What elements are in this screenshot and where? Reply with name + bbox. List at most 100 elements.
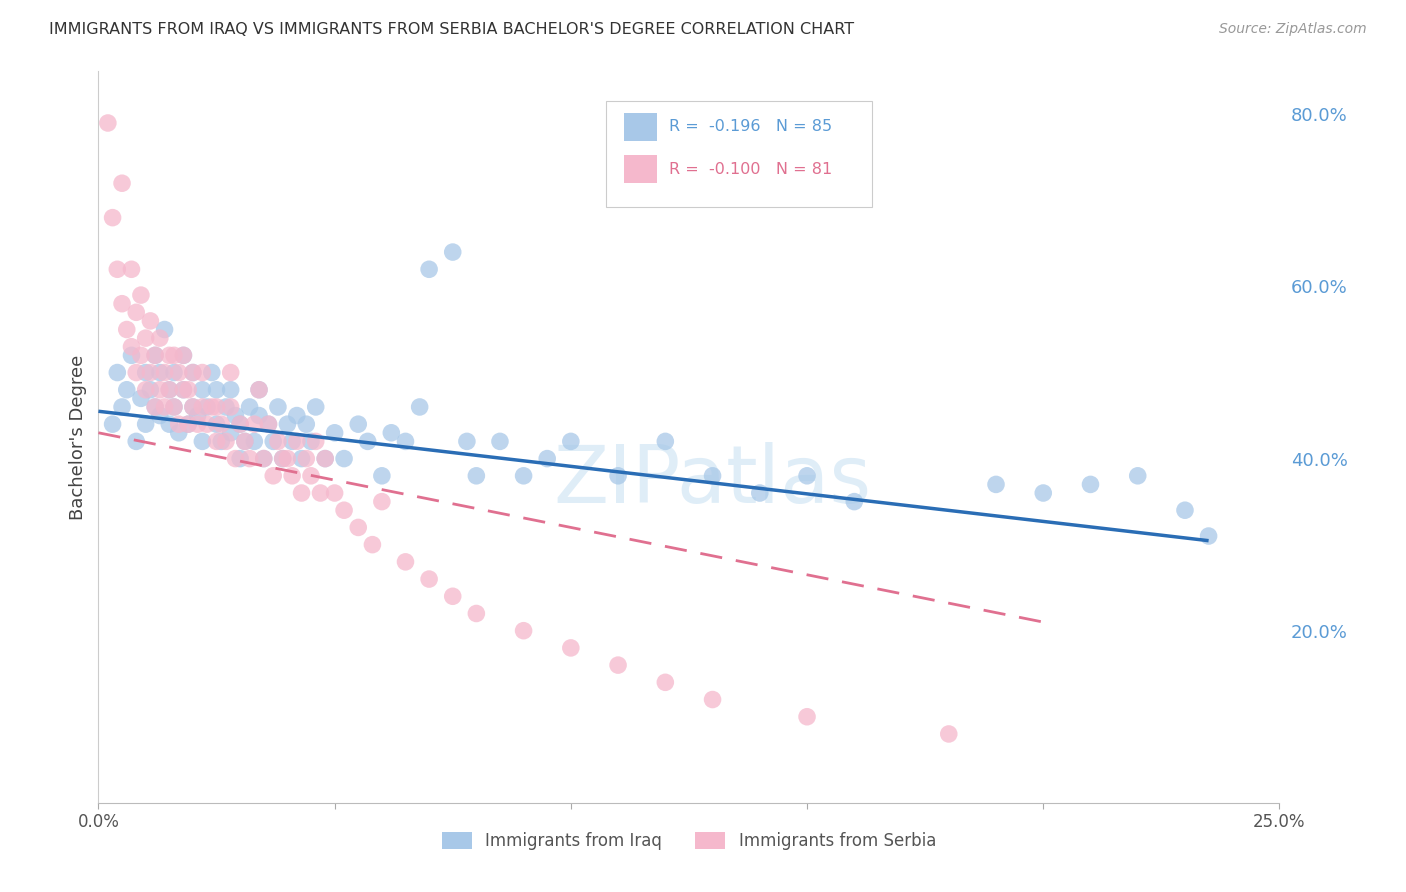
Point bbox=[209, 417, 232, 432]
Point bbox=[167, 417, 190, 432]
Point bbox=[984, 477, 1007, 491]
Point bbox=[149, 409, 172, 423]
Point bbox=[181, 366, 204, 380]
Point bbox=[181, 400, 204, 414]
Point bbox=[115, 322, 138, 336]
Point bbox=[135, 331, 157, 345]
Point bbox=[938, 727, 960, 741]
Point bbox=[149, 383, 172, 397]
Point bbox=[361, 538, 384, 552]
Point bbox=[796, 468, 818, 483]
Point bbox=[172, 383, 194, 397]
Point bbox=[333, 451, 356, 466]
Point bbox=[101, 417, 124, 432]
Point bbox=[247, 409, 270, 423]
Point bbox=[205, 417, 228, 432]
Point bbox=[276, 451, 298, 466]
Point bbox=[512, 468, 534, 483]
Point bbox=[314, 451, 336, 466]
Point bbox=[1198, 529, 1220, 543]
Point bbox=[215, 400, 238, 414]
Point bbox=[512, 624, 534, 638]
Point bbox=[796, 710, 818, 724]
Point bbox=[257, 417, 280, 432]
Point bbox=[299, 434, 322, 449]
Point bbox=[163, 348, 186, 362]
Point bbox=[314, 451, 336, 466]
FancyBboxPatch shape bbox=[624, 113, 657, 141]
Point bbox=[290, 451, 312, 466]
Point bbox=[201, 400, 224, 414]
Point bbox=[172, 348, 194, 362]
Point bbox=[456, 434, 478, 449]
Point bbox=[163, 400, 186, 414]
Point bbox=[177, 383, 200, 397]
Point bbox=[157, 417, 180, 432]
Point bbox=[205, 400, 228, 414]
Point bbox=[121, 262, 143, 277]
Point bbox=[167, 366, 190, 380]
Point bbox=[607, 658, 630, 673]
Point bbox=[105, 366, 128, 380]
Point bbox=[143, 348, 166, 362]
Point bbox=[394, 434, 416, 449]
Point bbox=[177, 417, 200, 432]
Point bbox=[153, 400, 176, 414]
Point bbox=[243, 417, 266, 432]
Point bbox=[441, 245, 464, 260]
Text: IMMIGRANTS FROM IRAQ VS IMMIGRANTS FROM SERBIA BACHELOR'S DEGREE CORRELATION CHA: IMMIGRANTS FROM IRAQ VS IMMIGRANTS FROM … bbox=[49, 22, 855, 37]
Point bbox=[135, 417, 157, 432]
Point bbox=[295, 417, 318, 432]
Point bbox=[654, 675, 676, 690]
Text: R =  -0.100   N = 81: R = -0.100 N = 81 bbox=[669, 161, 832, 177]
Point bbox=[607, 468, 630, 483]
Point bbox=[163, 366, 186, 380]
Point bbox=[101, 211, 124, 225]
Point bbox=[125, 366, 148, 380]
FancyBboxPatch shape bbox=[606, 101, 872, 207]
Point bbox=[139, 383, 162, 397]
Point bbox=[243, 434, 266, 449]
Point bbox=[299, 468, 322, 483]
Point bbox=[157, 383, 180, 397]
Point bbox=[163, 400, 186, 414]
Point bbox=[281, 468, 304, 483]
Point bbox=[139, 366, 162, 380]
Point bbox=[177, 417, 200, 432]
Point bbox=[380, 425, 402, 440]
Text: Source: ZipAtlas.com: Source: ZipAtlas.com bbox=[1219, 22, 1367, 37]
Point bbox=[247, 383, 270, 397]
Point bbox=[219, 383, 242, 397]
Point bbox=[229, 417, 252, 432]
Point bbox=[191, 400, 214, 414]
Point bbox=[229, 451, 252, 466]
Point bbox=[489, 434, 512, 449]
Point bbox=[357, 434, 380, 449]
Point bbox=[105, 262, 128, 277]
Point bbox=[181, 400, 204, 414]
Point bbox=[172, 348, 194, 362]
Point bbox=[205, 383, 228, 397]
Point bbox=[371, 494, 394, 508]
Point bbox=[247, 383, 270, 397]
Point bbox=[262, 468, 284, 483]
Point bbox=[149, 331, 172, 345]
Point bbox=[139, 314, 162, 328]
Point bbox=[305, 434, 328, 449]
Point bbox=[257, 417, 280, 432]
Point bbox=[97, 116, 120, 130]
Point bbox=[167, 425, 190, 440]
Point bbox=[129, 348, 152, 362]
Point bbox=[181, 366, 204, 380]
Point bbox=[121, 340, 143, 354]
Point bbox=[201, 366, 224, 380]
Point bbox=[418, 262, 440, 277]
Point bbox=[215, 434, 238, 449]
Point bbox=[115, 383, 138, 397]
Point bbox=[129, 288, 152, 302]
Point bbox=[111, 176, 134, 190]
Point bbox=[187, 417, 209, 432]
Point bbox=[371, 468, 394, 483]
Point bbox=[536, 451, 558, 466]
Point bbox=[748, 486, 770, 500]
